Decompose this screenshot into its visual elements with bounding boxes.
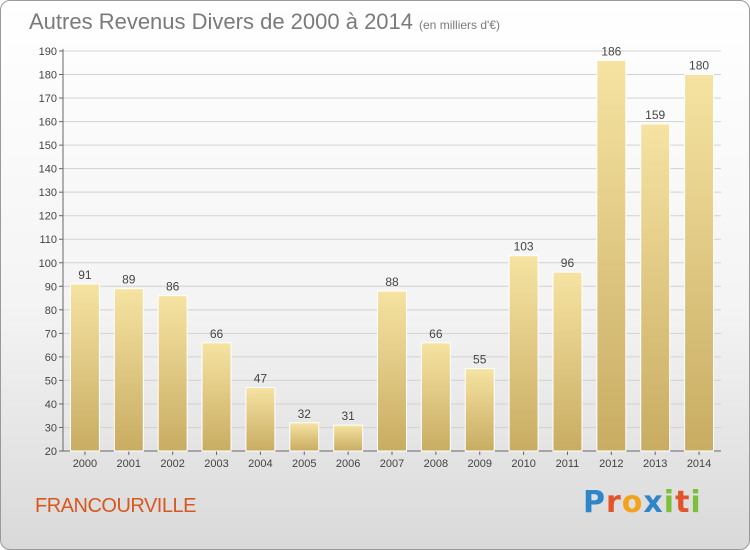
bar-2009 bbox=[464, 368, 495, 452]
bar-2002 bbox=[157, 295, 188, 452]
bar-2014 bbox=[684, 74, 715, 452]
value-label-2000: 91 bbox=[78, 268, 92, 282]
x-tick-label-2003: 2003 bbox=[204, 458, 228, 470]
x-tick-label-2008: 2008 bbox=[424, 458, 448, 470]
bar-2006 bbox=[333, 424, 364, 452]
x-tick-label-2006: 2006 bbox=[336, 458, 360, 470]
x-tick-label-2010: 2010 bbox=[511, 458, 535, 470]
bar-2010 bbox=[508, 255, 539, 452]
x-tick-label-2012: 2012 bbox=[599, 458, 623, 470]
y-tick-label: 130 bbox=[39, 187, 57, 199]
commune-name: FRANCOURVILLE bbox=[35, 495, 196, 517]
value-label-2009: 55 bbox=[473, 353, 487, 367]
value-label-2004: 47 bbox=[254, 371, 268, 385]
y-tick-label: 40 bbox=[45, 399, 57, 411]
value-label-2003: 66 bbox=[210, 327, 224, 341]
bar-2008 bbox=[420, 342, 451, 452]
value-label-2013: 159 bbox=[645, 108, 665, 122]
x-tick-label-2002: 2002 bbox=[160, 458, 184, 470]
value-label-2002: 86 bbox=[166, 280, 180, 294]
y-tick-label: 60 bbox=[45, 352, 57, 364]
bar-2007 bbox=[377, 290, 407, 452]
x-tick-label-2001: 2001 bbox=[117, 458, 141, 470]
y-tick-label: 170 bbox=[39, 93, 57, 105]
bars bbox=[69, 59, 715, 452]
x-tick-label-2007: 2007 bbox=[380, 458, 404, 470]
y-tick-label: 50 bbox=[45, 375, 57, 387]
x-tick-label-2000: 2000 bbox=[73, 458, 97, 470]
x-tick-label-2011: 2011 bbox=[556, 458, 580, 470]
x-tick-label-2014: 2014 bbox=[687, 458, 711, 470]
value-label-2011: 96 bbox=[561, 256, 575, 270]
value-label-2005: 32 bbox=[298, 407, 312, 421]
value-label-2012: 186 bbox=[601, 44, 621, 58]
bar-2011 bbox=[552, 271, 583, 452]
y-tick-label: 180 bbox=[39, 70, 57, 82]
value-labels: 91 89 86 66 47 32 31 88 66 55 103 96 186 159 180 bbox=[78, 44, 709, 423]
x-tick-label-2005: 2005 bbox=[292, 458, 316, 470]
value-label-2014: 180 bbox=[689, 59, 709, 73]
chart-title-text: Autres Revenus Divers de 2000 à 2014 bbox=[29, 9, 414, 34]
x-tick-label-2009: 2009 bbox=[467, 458, 491, 470]
value-label-2001: 89 bbox=[122, 273, 136, 287]
chart-title: Autres Revenus Divers de 2000 à 2014 (en … bbox=[29, 9, 500, 35]
bar-2012 bbox=[596, 59, 627, 452]
x-tick-label-2013: 2013 bbox=[643, 458, 667, 470]
y-tick-label: 150 bbox=[39, 140, 57, 152]
y-tick-label: 140 bbox=[39, 164, 57, 176]
y-tick-label: 20 bbox=[45, 446, 57, 458]
value-label-2007: 88 bbox=[385, 275, 399, 289]
x-tick-label-2004: 2004 bbox=[248, 458, 272, 470]
value-label-2006: 31 bbox=[341, 409, 355, 423]
y-tick-label: 110 bbox=[39, 234, 57, 246]
y-tick-label: 80 bbox=[45, 305, 57, 317]
y-tick-label: 120 bbox=[39, 211, 57, 223]
chart-subtitle: (en milliers d'€) bbox=[419, 18, 500, 32]
value-label-2008: 66 bbox=[429, 327, 443, 341]
bar-2001 bbox=[113, 288, 144, 452]
value-label-2010: 103 bbox=[514, 240, 534, 254]
y-tick-label: 70 bbox=[45, 328, 57, 340]
y-tick-label: 30 bbox=[45, 422, 57, 434]
bar-2005 bbox=[289, 422, 320, 452]
y-tick-label: 90 bbox=[45, 281, 57, 293]
y-tick-label: 100 bbox=[39, 258, 57, 270]
proxiti-logo: Proxiti bbox=[583, 485, 702, 520]
bar-2003 bbox=[201, 342, 232, 452]
bar-2013 bbox=[640, 123, 671, 452]
bar-2004 bbox=[245, 386, 276, 452]
bar-2000 bbox=[69, 283, 100, 452]
y-tick-label: 190 bbox=[39, 46, 57, 58]
y-tick-label: 160 bbox=[39, 117, 57, 129]
